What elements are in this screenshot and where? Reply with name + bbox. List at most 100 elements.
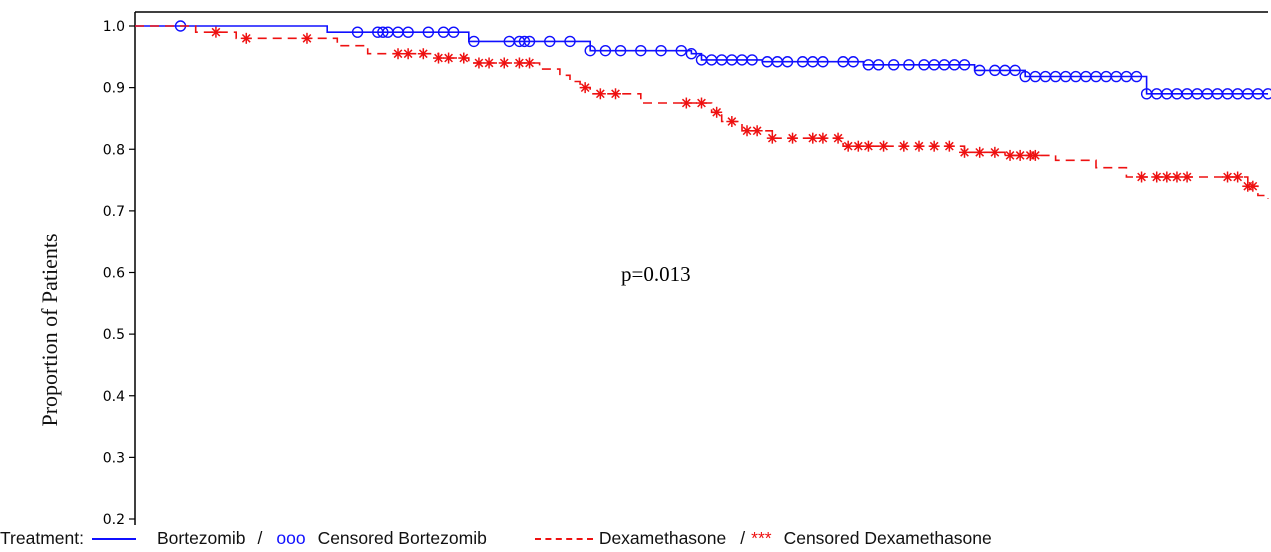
star-stroke [499, 58, 509, 68]
star-stroke [767, 133, 777, 143]
censored-dexamethasone-marker [974, 146, 986, 158]
censored-bortezomib-marker [903, 59, 915, 71]
censored-bortezomib-marker [599, 44, 612, 57]
star-stroke [914, 141, 924, 151]
censored-bortezomib-marker [685, 48, 698, 60]
y-tick-label: 0.7 [103, 204, 125, 220]
star-stroke [727, 117, 737, 126]
censored-dexamethasone-marker [240, 32, 252, 44]
legend-solid-line-icon [91, 537, 136, 540]
censored-bortezomib-marker [847, 56, 859, 68]
star-stroke [474, 58, 484, 68]
censored-dexamethasone-marker [1247, 180, 1259, 192]
censored-dexamethasone-marker [852, 140, 864, 152]
censored-dexamethasone-marker [524, 57, 536, 69]
censored-dexamethasone-marker [417, 48, 429, 60]
star-stroke [1152, 172, 1162, 182]
star-stroke [403, 49, 413, 59]
star-stroke [944, 141, 954, 151]
star-stroke [211, 27, 221, 37]
censored-bortezomib-marker [781, 56, 794, 68]
star-stroke [697, 98, 706, 108]
censored-dexamethasone-marker [913, 140, 925, 152]
censored-dexamethasone-marker [680, 97, 692, 109]
star-stroke [929, 141, 939, 151]
censored-dexamethasone-marker [1161, 171, 1173, 183]
censored-dexamethasone-marker [751, 125, 763, 137]
censored-dexamethasone-marker [959, 146, 971, 158]
legend-separator: / [257, 528, 263, 548]
censored-dexamethasone-marker [473, 57, 485, 69]
star-stroke [1005, 151, 1015, 160]
censored-dexamethasone-marker [989, 146, 1001, 158]
censored-bortezomib-marker [402, 26, 414, 38]
censored-bortezomib-marker [958, 59, 971, 71]
star-stroke [434, 53, 443, 63]
star-stroke [515, 58, 524, 68]
censored-bortezomib-marker [675, 44, 687, 57]
star-stroke [444, 53, 453, 63]
y-tick-label: 0.6 [103, 266, 125, 282]
star-stroke [393, 49, 403, 59]
censored-dexamethasone-marker [432, 52, 444, 64]
legend-separator-2: / [740, 528, 746, 548]
legend-bortezomib: Bortezomib [156, 528, 246, 548]
star-stroke [1223, 172, 1232, 182]
censored-dexamethasone-marker [1004, 149, 1016, 161]
censored-bortezomib-marker [888, 59, 900, 71]
censored-dexamethasone-marker [1014, 149, 1026, 161]
axes [134, 11, 1268, 540]
censored-bortezomib-marker [655, 44, 667, 57]
censored-dexamethasone-marker [766, 132, 778, 144]
censored-dexamethasone-marker [1151, 171, 1163, 183]
censored-bortezomib-marker [1262, 88, 1271, 100]
star-stroke [1233, 172, 1243, 182]
legend-dashed-line-icon [534, 537, 593, 540]
censored-bortezomib-marker [447, 26, 460, 38]
star-stroke [595, 89, 605, 99]
censored-dexamethasone-marker [862, 140, 874, 152]
legend-dexamethasone: Dexamethasone [598, 528, 727, 548]
star-stroke [1182, 172, 1192, 182]
censored-dexamethasone-marker [842, 140, 854, 152]
censored-dexamethasone-marker [1029, 149, 1041, 161]
censored-bortezomib-marker [468, 35, 480, 48]
star-stroke [752, 126, 762, 136]
series-bortezomib [135, 20, 1271, 100]
legend-censored-dexamethasone: Censored Dexamethasone [783, 528, 992, 548]
censored-bortezomib-marker [544, 35, 556, 48]
star-stroke [611, 89, 620, 99]
censored-bortezomib-marker [614, 44, 627, 57]
star-stroke [1172, 172, 1182, 182]
y-axis-label: Proportion of Patients [37, 233, 62, 426]
star-stroke [1248, 181, 1258, 191]
censored-dexamethasone-marker [696, 97, 707, 109]
censored-dexamethasone-marker [513, 57, 525, 69]
star-stroke [459, 53, 469, 63]
censored-dexamethasone-marker [817, 132, 829, 144]
star-stroke [808, 133, 818, 143]
censored-dexamethasone-marker [807, 132, 819, 144]
censored-bortezomib-marker [422, 26, 435, 38]
legend-circle-symbol-icon: ooo [276, 528, 306, 548]
censored-dexamethasone-marker [443, 52, 455, 64]
censored-dexamethasone-marker [402, 48, 414, 60]
series-dexamethasone [135, 25, 1269, 199]
star-stroke [1015, 151, 1025, 160]
star-stroke [712, 107, 722, 117]
censored-dexamethasone-marker [1181, 171, 1193, 183]
star-stroke [990, 147, 1000, 157]
y-tick-label: 1.0 [103, 19, 125, 35]
censored-bortezomib-marker [635, 44, 647, 57]
censored-dexamethasone-marker [458, 52, 470, 64]
star-stroke [788, 133, 797, 143]
star-stroke [975, 147, 985, 157]
star-stroke [484, 58, 494, 68]
legend-prefix: Treatment: [0, 528, 84, 548]
star-stroke [1030, 151, 1040, 160]
censored-bortezomib-marker [973, 64, 986, 77]
censored-dexamethasone-marker [483, 57, 495, 69]
censored-dexamethasone-marker [1171, 171, 1183, 183]
censored-dexamethasone-marker [301, 32, 313, 44]
star-stroke [241, 33, 251, 43]
